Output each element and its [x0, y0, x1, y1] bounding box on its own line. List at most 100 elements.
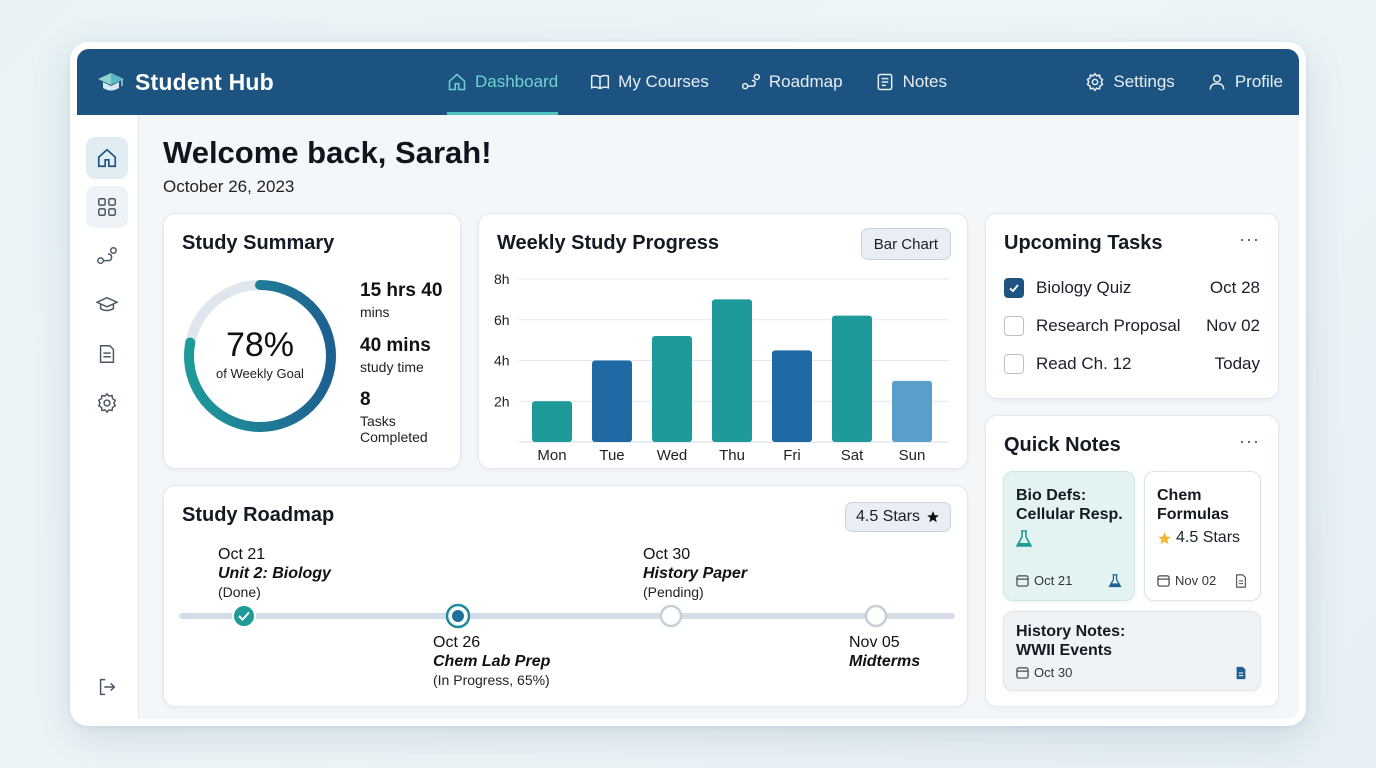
flask-icon: [1016, 530, 1032, 547]
study-summary-card: Study Summary 78% of Weekly Goal 15 h: [163, 213, 461, 469]
roadmap-timeline: [179, 603, 955, 629]
milestone-label: Oct 30 History Paper (Pending): [643, 545, 747, 602]
right-nav: Settings Profile: [1053, 49, 1283, 115]
note-card-history[interactable]: History Notes: WWII Events Oct 30: [1003, 611, 1261, 691]
x-tick-label: Mon: [537, 447, 566, 464]
task-row[interactable]: Read Ch. 12 Today: [1004, 352, 1260, 376]
note-footer: Oct 30: [1016, 665, 1072, 680]
task-checkbox[interactable]: [1004, 316, 1024, 336]
bar-sun: [892, 380, 932, 442]
home-icon: [448, 73, 466, 91]
milestone-date: Oct 30: [643, 546, 691, 563]
sidebar-item-courses[interactable]: [86, 186, 128, 228]
main-nav: Dashboard My Courses Roadmap Notes: [447, 49, 979, 115]
sidebar: [77, 115, 139, 719]
calendar-icon: [1016, 575, 1029, 587]
x-tick-label: Wed: [657, 447, 688, 464]
x-tick-label: Tue: [599, 447, 624, 464]
notes-more-button[interactable]: ···: [1239, 431, 1260, 451]
graduation-cap-logo-icon: [98, 73, 124, 91]
document-icon: [1236, 666, 1246, 680]
nav-settings[interactable]: Settings: [1085, 49, 1175, 115]
task-label: Biology Quiz: [1036, 278, 1132, 297]
note-title-line: History Notes:: [1016, 623, 1126, 640]
note-card-chem[interactable]: Chem Formulas 4.5 Stars Nov 02: [1144, 471, 1261, 601]
stat-total-time: 15 hrs 40 mins: [360, 280, 442, 320]
nav-profile[interactable]: Profile: [1207, 49, 1283, 115]
app-frame: Student Hub Dashboard My Courses Roadmap…: [77, 49, 1299, 719]
bar-thu: [712, 299, 752, 442]
weekly-bar-chart: 2h 4h 6h 8h Mon Tue Wed Thu Fri Sat Sun: [494, 271, 949, 464]
brand[interactable]: Student Hub: [97, 49, 274, 115]
milestone-in-progress[interactable]: [445, 603, 471, 629]
task-checkbox[interactable]: [1004, 278, 1024, 298]
sidebar-item-home[interactable]: [86, 137, 128, 179]
task-row[interactable]: Biology Quiz Oct 28: [1004, 276, 1260, 300]
book-icon: [591, 74, 610, 90]
task-checkbox[interactable]: [1004, 354, 1024, 374]
note-card-bio[interactable]: Bio Defs: Cellular Resp. Oct 21: [1003, 471, 1135, 601]
milestone-label: Nov 05 Midterms: [849, 633, 920, 671]
milestone-pending-dot[interactable]: [659, 604, 683, 628]
weekly-progress-title: Weekly Study Progress: [497, 232, 719, 254]
chart-type-button[interactable]: Bar Chart: [860, 228, 951, 260]
weekly-progress-card: Weekly Study Progress Bar Chart 2h 4h 6h 8h…: [478, 213, 968, 469]
stat-label: Tasks Completed: [360, 413, 428, 445]
milestone-done[interactable]: [232, 604, 256, 628]
milestone-dot-center: [452, 610, 464, 622]
donut-progress-arc: [184, 280, 336, 432]
bar-tue: [592, 360, 632, 442]
note-date: Oct 21: [1034, 573, 1073, 588]
sidebar-item-grades[interactable]: [86, 284, 128, 326]
x-tick-label: Fri: [783, 447, 801, 464]
gear-icon: [97, 392, 117, 414]
goal-percent: 78%: [225, 326, 295, 364]
bar-mon: [532, 401, 572, 442]
star-icon: [927, 511, 939, 523]
sidebar-item-settings[interactable]: [86, 382, 128, 424]
sidebar-item-notes[interactable]: [86, 333, 128, 375]
gear-icon: [1086, 72, 1104, 92]
bar-fri: [772, 350, 812, 442]
stat-value: 8: [360, 389, 371, 410]
study-roadmap-title: Study Roadmap: [182, 504, 335, 526]
note-title-line: Bio Defs:: [1016, 487, 1087, 504]
task-label: Read Ch. 12: [1036, 354, 1132, 373]
notes-icon: [877, 73, 892, 91]
nav-dashboard[interactable]: Dashboard: [447, 49, 559, 115]
bar-wed: [652, 336, 692, 442]
nav-roadmap[interactable]: Roadmap: [741, 49, 843, 115]
milestone-status: (Pending): [643, 584, 704, 600]
task-label: Research Proposal: [1036, 316, 1181, 335]
y-tick-label: 4h: [494, 353, 510, 369]
milestone-label: Oct 26 Chem Lab Prep (In Progress, 65%): [433, 633, 550, 690]
milestone-title: Chem Lab Prep: [433, 653, 551, 670]
page-title: Welcome back, Sarah!: [163, 135, 492, 170]
y-tick-label: 6h: [494, 312, 510, 328]
note-title-line: WWII Events: [1016, 642, 1113, 659]
roadmap-rating-label: 4.5 Stars: [855, 508, 920, 525]
milestone-date: Oct 21: [218, 546, 266, 563]
tasks-more-button[interactable]: ···: [1239, 229, 1260, 249]
main-content: Welcome back, Sarah! October 26, 2023 St…: [139, 115, 1299, 719]
user-icon: [1209, 74, 1225, 90]
grid-icon: [98, 198, 116, 216]
quick-notes-card: Quick Notes ··· Bio Defs: Cellular Resp.…: [985, 415, 1279, 707]
nav-my-courses-label: My Courses: [618, 72, 709, 91]
document-icon: [99, 345, 115, 363]
nav-notes-label: Notes: [902, 72, 947, 91]
note-date: Oct 30: [1034, 665, 1073, 680]
nav-my-courses[interactable]: My Courses: [590, 49, 709, 115]
stat-study-time: 40 mins study time: [360, 335, 431, 375]
calendar-icon: [1016, 667, 1029, 679]
milestone-future-dot[interactable]: [864, 604, 888, 628]
note-footer: Oct 21: [1016, 573, 1072, 588]
sidebar-item-roadmap[interactable]: [86, 235, 128, 277]
nav-notes[interactable]: Notes: [875, 49, 947, 115]
app-title: Student Hub: [135, 68, 274, 95]
task-row[interactable]: Research Proposal Nov 02: [1004, 314, 1260, 338]
sidebar-logout[interactable]: [86, 666, 128, 708]
route-icon: [97, 247, 117, 265]
roadmap-rating-badge[interactable]: 4.5 Stars: [844, 502, 951, 532]
document-icon: [1236, 574, 1246, 588]
